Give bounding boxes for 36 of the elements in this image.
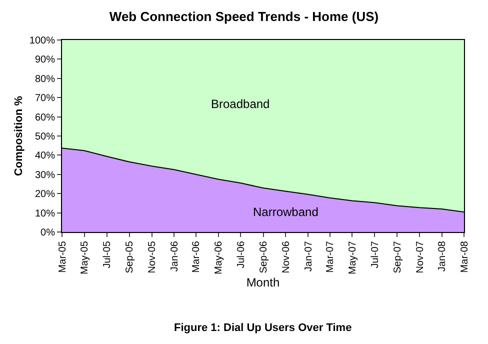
y-tick-label: 100% [29,36,56,46]
y-tick-label: 10% [34,208,56,220]
x-tick-label: Jan-06 [169,240,180,272]
x-tick-label: Mar-07 [325,240,336,273]
y-tick-label: 70% [34,93,56,104]
y-tick-label: 60% [34,112,56,124]
x-tick-label: Jul-05 [102,240,113,268]
x-axis-title: Month [246,275,280,290]
x-tick-label: Nov-06 [280,240,292,274]
caption: Figure 1: Dial Up Users Over Time [174,322,352,334]
series-label: Narrowband [253,205,318,219]
x-tick-label: May-07 [347,240,358,274]
x-tick-label: Sep-05 [124,240,136,274]
y-tick-label: 80% [34,74,56,85]
x-tick-label: Nov-05 [147,240,158,274]
x-tick-label: Nov-07 [414,240,426,274]
x-tick-label: Sep-06 [258,240,270,274]
y-tick-label: 0% [40,228,56,238]
x-tick-label: Sep-07 [392,240,404,274]
y-tick-label: 90% [34,54,56,66]
y-tick-label: 50% [34,132,56,142]
series-label: Broadband [211,97,270,111]
y-tick-label: 40% [34,150,56,162]
y-tick-label: 30% [34,170,56,181]
x-tick-label: May-05 [80,240,91,274]
x-tick-label: Mar-05 [57,240,68,273]
x-tick-label: Mar-08 [459,240,470,273]
x-tick-label: Mar-06 [191,240,202,273]
y-tick-label: 20% [34,189,56,200]
x-tick-label: Jan-07 [303,240,314,272]
chart-title: Web Connection Speed Trends - Home (US) [109,9,379,24]
x-tick-label: May-06 [214,240,224,274]
x-tick-label: Jul-07 [370,240,381,268]
x-tick-label: Jan-08 [437,240,448,272]
x-tick-label: Jul-06 [236,240,247,268]
y-axis-title: Composition % [13,96,26,176]
